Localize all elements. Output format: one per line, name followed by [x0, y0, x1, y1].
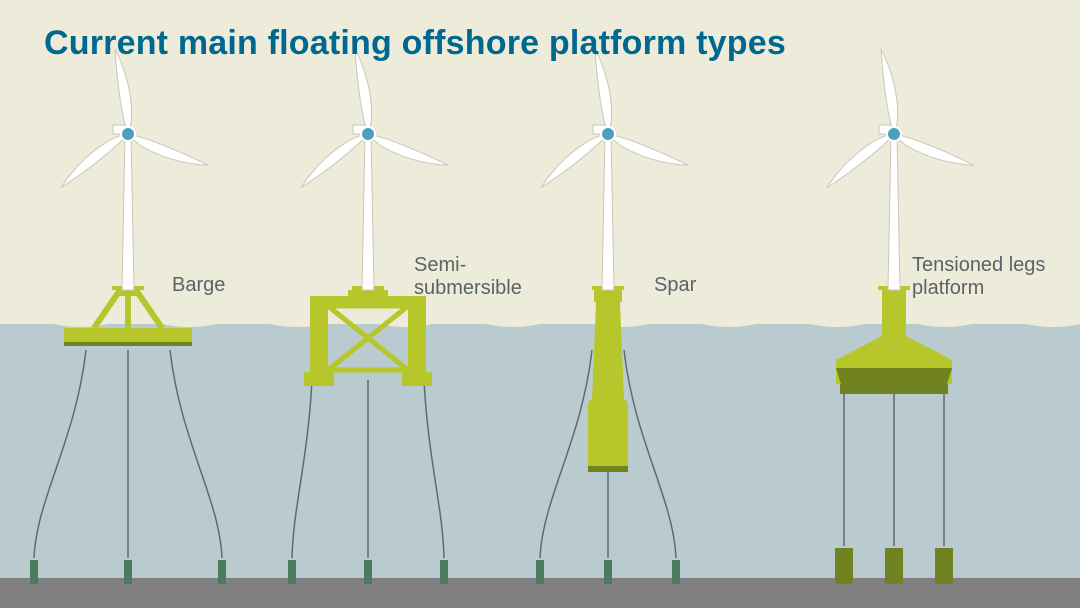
label-tlp: Tensioned legs platform	[912, 254, 1045, 300]
label-semi: Semi- submersible	[414, 254, 522, 300]
page-title: Current main floating offshore platform …	[44, 24, 786, 63]
platform-semi	[304, 286, 432, 386]
label-barge: Barge	[172, 274, 225, 297]
diagram-svg	[0, 0, 1080, 608]
diagram-stage: Current main floating offshore platform …	[0, 0, 1080, 608]
label-spar: Spar	[654, 274, 696, 297]
